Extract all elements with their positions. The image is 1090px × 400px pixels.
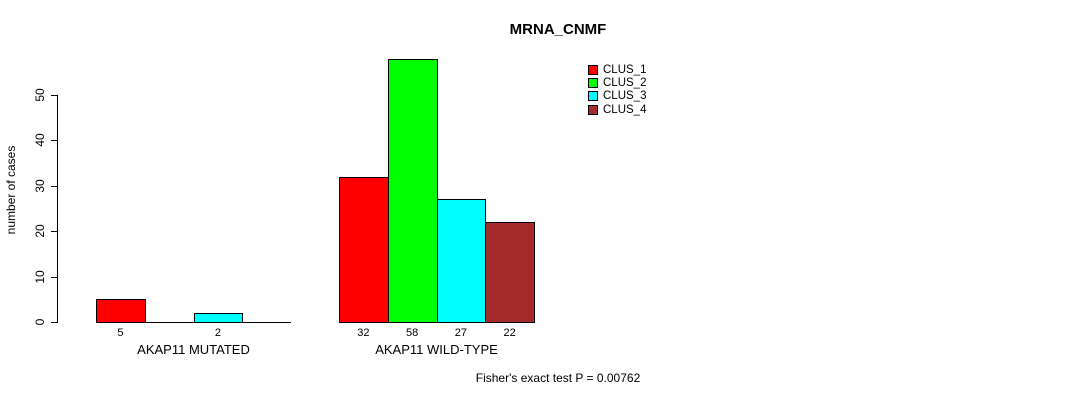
bar-value-label: 58 (406, 327, 419, 339)
legend: CLUS_1 CLUS_2 CLUS_3 CLUS_4 (588, 63, 646, 117)
legend-item-clus_2: CLUS_2 (588, 76, 646, 89)
y-tick-mark (51, 231, 57, 232)
y-tick-mark (51, 186, 57, 187)
y-tick-label: 10 (33, 270, 47, 284)
legend-item-label: CLUS_4 (603, 103, 647, 116)
bar-value-label: 27 (454, 327, 467, 339)
legend-item-clus_4: CLUS_4 (588, 103, 646, 116)
bar-clus_1-group2 (339, 177, 389, 323)
bar-clus_2-group2 (387, 59, 438, 323)
legend-swatch-icon (588, 78, 598, 89)
legend-item-clus_3: CLUS_3 (588, 90, 646, 103)
legend-swatch-icon (588, 104, 598, 115)
y-axis-line (57, 95, 58, 323)
y-tick-label: 50 (33, 88, 47, 102)
y-axis-label: number of cases (4, 145, 18, 235)
annotation-text: Fisher's exact test P = 0.00762 (475, 371, 641, 385)
y-tick-label: 40 (33, 133, 47, 147)
legend-item-label: CLUS_1 (603, 63, 647, 76)
chart-title: MRNA_CNMF (509, 21, 607, 38)
legend-item-label: CLUS_3 (603, 90, 647, 103)
bar-value-label: 32 (357, 327, 370, 339)
legend-item-label: CLUS_2 (603, 77, 647, 90)
category-label: AKAP11 WILD-TYPE (375, 342, 498, 357)
y-tick-mark (51, 95, 57, 96)
category-label: AKAP11 MUTATED (137, 342, 250, 357)
bar-value-label: 2 (214, 327, 221, 339)
y-tick-label: 20 (33, 224, 47, 238)
legend-swatch-icon (588, 64, 598, 75)
bar-clus_3-group2 (436, 199, 487, 323)
legend-item-clus_1: CLUS_1 (588, 63, 646, 76)
bar-value-label: 5 (117, 327, 124, 339)
y-tick-mark (51, 277, 57, 278)
y-tick-label: 30 (33, 179, 47, 193)
legend-swatch-icon (588, 91, 598, 102)
bar-clus_4-group2 (485, 222, 535, 323)
y-tick-mark (51, 140, 57, 141)
bar-clus_3-group1 (193, 313, 244, 323)
y-tick-label: 0 (33, 318, 47, 326)
y-tick-mark (51, 322, 57, 323)
bar-value-label: 22 (503, 327, 516, 339)
bar-clus_1-group1 (96, 299, 146, 323)
